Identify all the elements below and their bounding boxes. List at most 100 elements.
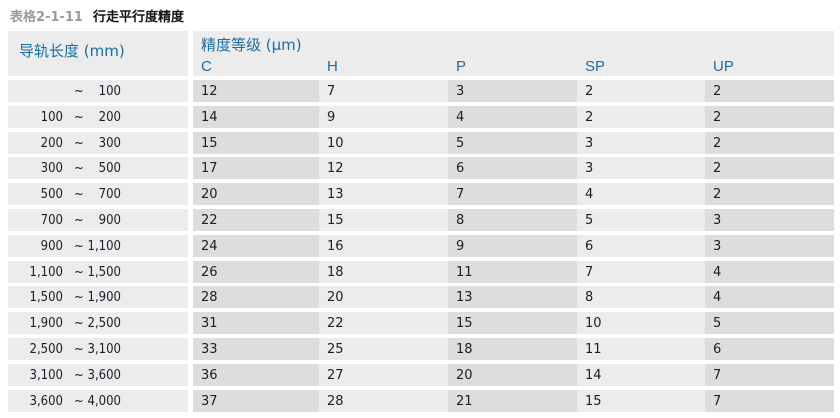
grade-cell-p: 7: [448, 183, 577, 206]
grade-cell-up: 2: [705, 131, 834, 154]
grade-cell-c: 33: [193, 338, 319, 360]
grade-cell-up: 7: [705, 363, 834, 386]
grade-value: 15: [327, 213, 344, 228]
grade-cell-p: 21: [448, 389, 577, 412]
grade-value: 16: [327, 238, 344, 254]
length-to: 4,000: [87, 393, 121, 409]
table-row: 700 ~900 22 15 8 5 3: [0, 209, 840, 231]
grade-value: 2: [713, 135, 722, 151]
grade-cell-sp: 2: [577, 105, 705, 128]
grade-cell-sp: 8: [577, 286, 705, 309]
grade-value: 15: [585, 393, 602, 409]
grade-cell-p: 15: [448, 312, 577, 335]
column-header-p: P: [456, 58, 467, 75]
grade-cell-c: 17: [193, 157, 319, 180]
length-to: 3,100: [87, 342, 121, 357]
grade-cell-up: 4: [705, 286, 834, 309]
grade-cell-h: 10: [319, 131, 448, 154]
length-cell: 3,100 ~3,600: [8, 363, 188, 386]
grade-value: 2: [585, 84, 594, 99]
table-title: 行走平行度精度: [92, 10, 184, 25]
grade-value: 18: [456, 342, 473, 357]
grade-cell-sp: 6: [577, 234, 705, 257]
length-to: 900: [98, 213, 121, 228]
length-to: 1,500: [87, 264, 121, 280]
range-separator: ~: [74, 264, 84, 280]
grade-cell-h: 27: [319, 363, 448, 386]
grade-value: 6: [585, 238, 594, 254]
grade-value: 25: [327, 342, 344, 357]
grade-value: 36: [201, 367, 218, 383]
grade-cell-up: 3: [705, 209, 834, 231]
grade-value: 14: [585, 367, 602, 383]
grade-cell-h: 9: [319, 105, 448, 128]
range-separator: ~: [74, 135, 84, 151]
range-separator: ~: [74, 342, 84, 357]
length-cell: 100 ~200: [8, 105, 188, 128]
range-separator: ~: [74, 367, 84, 383]
grade-value: 21: [456, 393, 473, 409]
length-cell: 500 ~700: [8, 183, 188, 206]
grade-cell-p: 3: [448, 80, 577, 102]
grade-value: 22: [201, 213, 218, 228]
table-caption: 表格2-1-11 行走平行度精度: [10, 6, 184, 25]
grade-cell-p: 4: [448, 105, 577, 128]
length-to: 3,600: [87, 367, 121, 383]
grade-value: 11: [585, 342, 602, 357]
grade-cell-sp: 2: [577, 80, 705, 102]
grade-value: 24: [201, 238, 218, 254]
grade-value: 7: [713, 367, 722, 383]
table-row: 1,500 ~1,900 28 20 13 8 4: [0, 286, 840, 309]
table-row: 300 ~500 17 12 6 3 2: [0, 157, 840, 180]
table-row: 500 ~700 20 13 7 4 2: [0, 183, 840, 206]
grade-cell-c: 15: [193, 131, 319, 154]
range-separator: ~: [74, 161, 84, 177]
table-row: 100 ~200 14 9 4 2 2: [0, 105, 840, 128]
grade-value: 12: [327, 161, 344, 177]
length-from: 2,500: [29, 342, 63, 357]
grade-cell-p: 13: [448, 286, 577, 309]
length-from: 700: [40, 213, 63, 228]
length-cell: 3,600 ~4,000: [8, 389, 188, 412]
table-row: ~100 12 7 3 2 2: [0, 80, 840, 102]
table-row: 200 ~300 15 10 5 3 2: [0, 131, 840, 154]
length-from: 100: [40, 109, 63, 125]
grade-cell-sp: 14: [577, 363, 705, 386]
table-row: 3,600 ~4,000 37 28 21 15 7: [0, 389, 840, 412]
grade-cell-p: 6: [448, 157, 577, 180]
grade-value: 3: [585, 161, 594, 177]
grade-value: 9: [327, 109, 336, 125]
column-header-sp: SP: [585, 58, 606, 75]
grade-cell-sp: 3: [577, 131, 705, 154]
grade-cell-c: 31: [193, 312, 319, 335]
table-row: 2,500 ~3,100 33 25 18 11 6: [0, 338, 840, 360]
length-from: 500: [40, 187, 63, 203]
grade-value: 22: [327, 316, 344, 332]
grade-value: 4: [456, 109, 465, 125]
length-from: 1,500: [29, 290, 63, 306]
grade-cell-sp: 10: [577, 312, 705, 335]
length-cell: ~100: [8, 80, 188, 102]
grade-value: 3: [585, 135, 594, 151]
column-header-h: H: [327, 58, 338, 75]
length-from: 300: [40, 161, 63, 177]
range-separator: ~: [74, 84, 84, 99]
length-cell: 1,900 ~2,500: [8, 312, 188, 335]
grade-value: 12: [201, 84, 218, 99]
table-row: 3,100 ~3,600 36 27 20 14 7: [0, 363, 840, 386]
grade-value: 7: [585, 264, 594, 280]
grade-cell-h: 28: [319, 389, 448, 412]
grade-cell-up: 2: [705, 105, 834, 128]
range-separator: ~: [74, 187, 84, 203]
grade-value: 26: [201, 264, 218, 280]
grade-value: 28: [201, 290, 218, 306]
length-cell: 300 ~500: [8, 157, 188, 180]
grade-cell-sp: 3: [577, 157, 705, 180]
grade-cell-c: 26: [193, 260, 319, 283]
grade-value: 20: [456, 367, 473, 383]
grade-cell-sp: 5: [577, 209, 705, 231]
length-cell: 200 ~300: [8, 131, 188, 154]
grade-value: 13: [327, 187, 344, 203]
range-separator: ~: [74, 316, 84, 332]
grade-value: 8: [456, 213, 465, 228]
